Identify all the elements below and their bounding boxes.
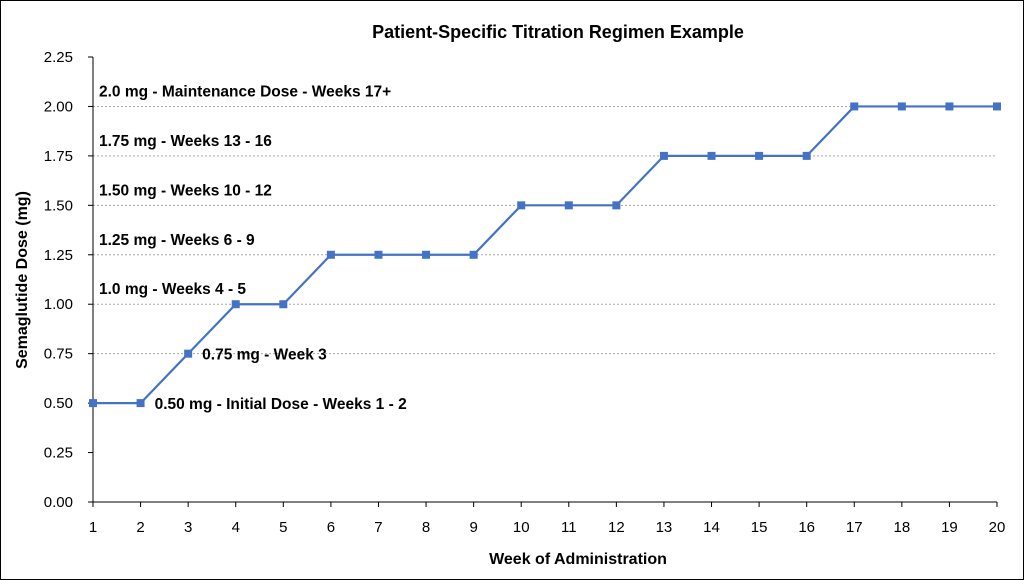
- dose-point-marker: [184, 349, 193, 358]
- dose-point-marker: [374, 250, 383, 259]
- dose-series-line: [93, 105, 997, 405]
- x-tick-label: 5: [279, 519, 287, 536]
- dose-annotation: 2.0 mg - Maintenance Dose - Weeks 17+: [99, 83, 391, 100]
- y-tick-label: 0.75: [44, 346, 73, 363]
- y-tick-label: 1.00: [44, 296, 73, 313]
- y-tick-label: 0.25: [44, 445, 73, 462]
- chart-title: Patient-Specific Titration Regimen Examp…: [372, 22, 744, 42]
- x-tick-label: 4: [232, 519, 240, 536]
- x-tick-label: 7: [374, 519, 382, 536]
- x-tick-label: 18: [893, 519, 910, 536]
- x-tick-label: 9: [469, 519, 477, 536]
- y-tick-label: 1.50: [44, 197, 73, 214]
- dose-annotation: 1.25 mg - Weeks 6 - 9: [99, 232, 255, 249]
- x-tick-label: 2: [136, 519, 144, 536]
- dose-annotation: 1.50 mg - Weeks 10 - 12: [99, 182, 272, 199]
- dose-point-marker: [945, 102, 954, 111]
- x-tick-label: 3: [184, 519, 192, 536]
- dose-point-marker: [802, 151, 811, 160]
- dose-point-marker: [897, 102, 906, 111]
- x-tick-label: 10: [513, 519, 530, 536]
- y-tick-label: 0.50: [44, 395, 73, 412]
- dose-annotation: 0.75 mg - Week 3: [202, 347, 327, 364]
- x-axis-label: Week of Administration: [489, 551, 667, 568]
- x-tick-label: 12: [608, 519, 625, 536]
- y-tick-label: 1.75: [44, 148, 73, 165]
- dose-point-marker: [993, 102, 1001, 111]
- dose-point-marker: [422, 250, 431, 259]
- dose-point-marker: [326, 250, 335, 259]
- dose-annotation: 0.50 mg - Initial Dose - Weeks 1 - 2: [155, 396, 407, 413]
- y-tick-label: 2.00: [44, 98, 73, 115]
- x-tick-label: 19: [941, 519, 958, 536]
- dose-point-marker: [707, 151, 716, 160]
- x-tick-label: 13: [656, 519, 673, 536]
- y-tick-label: 1.25: [44, 247, 73, 264]
- dose-point-marker: [755, 151, 764, 160]
- dose-point-marker: [231, 300, 240, 309]
- dose-point-marker: [89, 399, 97, 408]
- x-tick-label: 17: [846, 519, 863, 536]
- dose-point-marker: [612, 201, 621, 210]
- x-tick-label: 1: [89, 519, 97, 536]
- y-tick-label: 2.25: [44, 49, 73, 66]
- dose-annotation: 1.0 mg - Weeks 4 - 5: [99, 281, 246, 298]
- dose-point-marker: [136, 399, 145, 408]
- y-tick-label: 0.00: [44, 494, 73, 511]
- y-axis-label: Semaglutide Dose (mg): [14, 191, 31, 369]
- dose-point-marker: [469, 250, 478, 259]
- x-tick-label: 20: [989, 519, 1006, 536]
- x-tick-label: 15: [751, 519, 768, 536]
- dose-annotation: 1.75 mg - Weeks 13 - 16: [99, 133, 272, 150]
- dose-point-marker: [279, 300, 288, 309]
- x-tick-label: 6: [327, 519, 335, 536]
- dose-point-marker: [659, 151, 668, 160]
- dose-point-marker: [850, 102, 859, 111]
- x-tick-label: 14: [703, 519, 720, 536]
- x-tick-label: 16: [798, 519, 815, 536]
- x-tick-label: 8: [422, 519, 430, 536]
- dose-point-marker: [564, 201, 573, 210]
- dose-point-marker: [517, 201, 526, 210]
- x-tick-label: 11: [561, 519, 577, 536]
